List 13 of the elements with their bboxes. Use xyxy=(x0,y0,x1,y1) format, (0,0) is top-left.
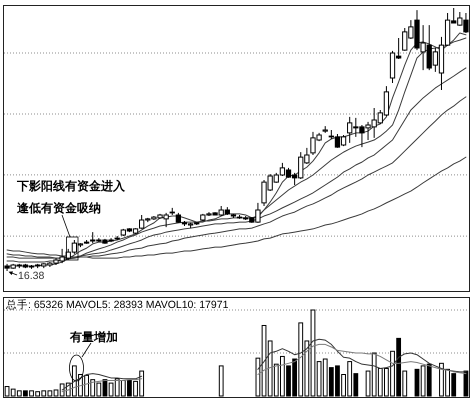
candlestick xyxy=(84,239,90,244)
candlestick xyxy=(170,207,175,216)
candlestick xyxy=(176,212,182,224)
candlestick xyxy=(114,236,120,240)
candlestick xyxy=(322,126,328,134)
annotation: 下影阳线有资金进入 xyxy=(16,179,126,193)
annotation: 16.38 xyxy=(18,270,44,282)
annotation: 有量增加 xyxy=(69,330,118,344)
annotation: 逢低有资金吸纳 xyxy=(16,201,101,215)
bar xyxy=(464,370,468,396)
bar xyxy=(218,365,224,396)
candlestick xyxy=(230,213,236,218)
chart-title: 总手: 65326 MAVOL5: 28393 MAVOL10: 17971 xyxy=(5,298,229,311)
